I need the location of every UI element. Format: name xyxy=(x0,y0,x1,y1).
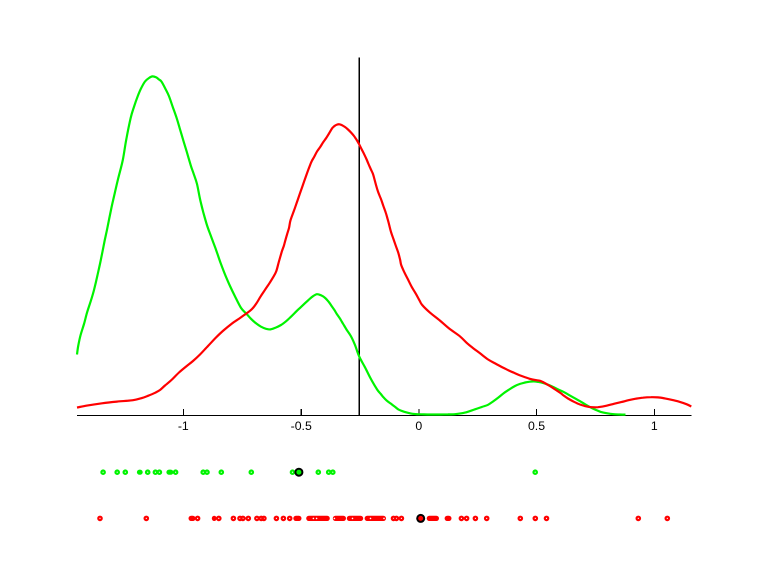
svg-text:0.5: 0.5 xyxy=(528,419,545,433)
svg-text:1: 1 xyxy=(651,419,658,433)
svg-text:-0.5: -0.5 xyxy=(291,419,312,433)
svg-text:0: 0 xyxy=(415,419,422,433)
svg-text:-1: -1 xyxy=(178,419,189,433)
